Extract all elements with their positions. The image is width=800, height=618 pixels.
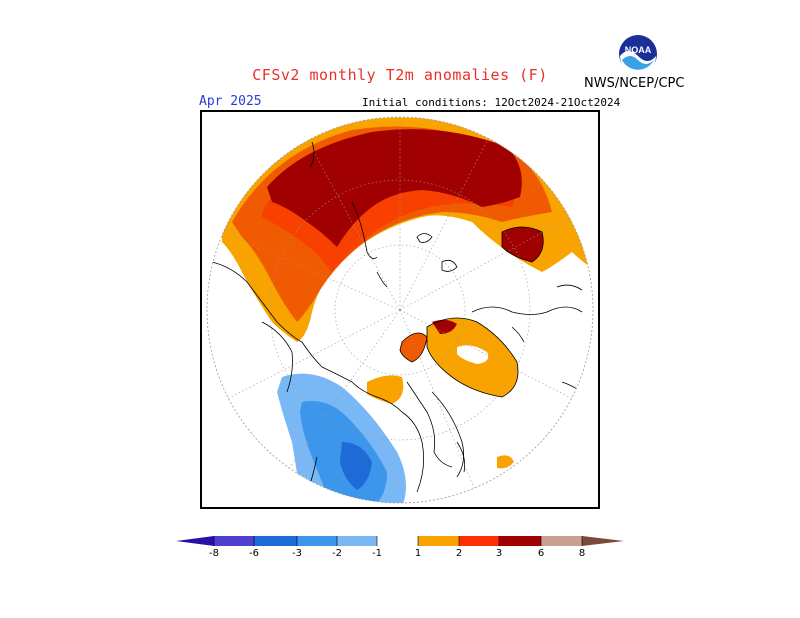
legend-arrow-warm xyxy=(582,536,624,546)
legend-tick: 8 xyxy=(579,548,585,559)
polar-map-svg xyxy=(206,116,594,504)
legend-bin-neg8 xyxy=(214,536,254,546)
anomaly-white-greenland xyxy=(457,345,489,364)
legend-tick: 1 xyxy=(415,548,421,559)
anomaly-darkred-east xyxy=(502,227,544,262)
anomaly-darkred-greenland xyxy=(432,319,457,334)
polar-map xyxy=(200,110,600,509)
forecast-month: Apr 2025 xyxy=(199,94,262,109)
legend-tick: -6 xyxy=(249,548,259,559)
legend-arrow-cold xyxy=(176,536,214,546)
anomaly-orange-hudson xyxy=(497,455,514,469)
legend-bin-pos2 xyxy=(459,536,499,546)
legend-tick: -3 xyxy=(292,548,302,559)
map-boundary xyxy=(206,116,594,504)
legend-bin-pos3 xyxy=(499,536,541,546)
legend-bin-zero xyxy=(377,536,418,546)
map-title: CFSv2 monthly T2m anomalies (F) xyxy=(252,66,548,84)
legend-tick: -2 xyxy=(332,548,342,559)
legend-bin-neg3 xyxy=(297,536,337,546)
anomaly-darkred-eurasia xyxy=(267,129,522,247)
legend-tick: 6 xyxy=(538,548,544,559)
legend-bin-pos1 xyxy=(418,536,459,546)
anomaly-darkblue-na xyxy=(340,442,372,490)
legend-bin-pos6 xyxy=(541,536,582,546)
logo-text: NOAA xyxy=(625,45,652,55)
legend-tick: 2 xyxy=(456,548,462,559)
legend-bin-neg2 xyxy=(337,536,377,546)
legend-tick: 3 xyxy=(496,548,502,559)
legend-tick: -8 xyxy=(209,548,219,559)
initial-conditions: Initial conditions: 12Oct2024-21Oct2024 xyxy=(362,96,621,109)
graticule xyxy=(207,117,593,503)
credit-label: NWS/NCEP/CPC xyxy=(584,76,685,91)
anomaly-red-canada xyxy=(400,333,427,362)
noaa-logo: NOAA xyxy=(619,35,657,74)
legend-bin-neg6 xyxy=(254,536,297,546)
color-legend: -8 -6 -3 -2 -1 1 2 3 6 8 xyxy=(176,536,624,559)
legend-tick: -1 xyxy=(372,548,382,559)
